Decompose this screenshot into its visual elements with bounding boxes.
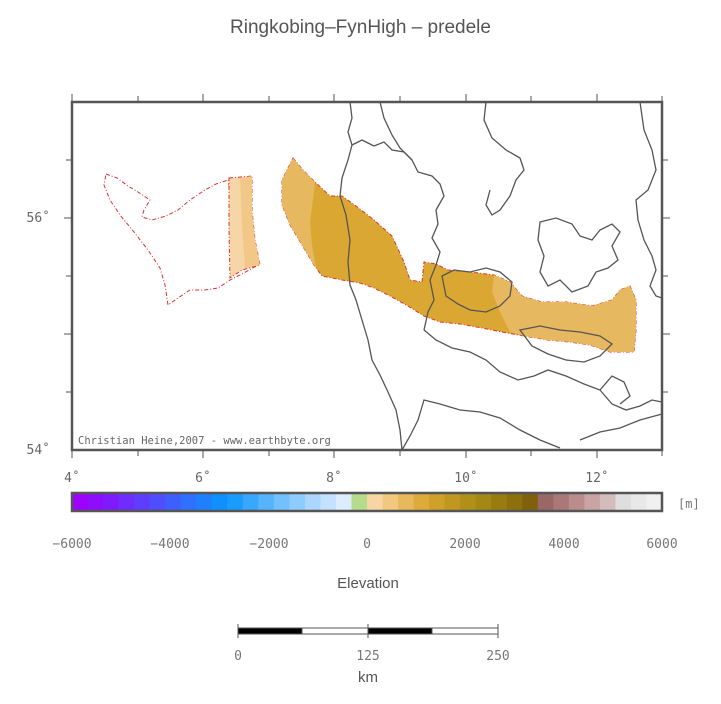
coastline-jutland-west <box>339 101 403 451</box>
basin-polygons <box>103 157 637 353</box>
credit-text: Christian Heine,2007 - www.earthbyte.org <box>78 435 331 447</box>
colorbar-swatch <box>149 493 166 511</box>
scale-label-125: 125 <box>356 649 379 664</box>
scale-label-250: 250 <box>486 649 509 664</box>
coastline-elbe <box>401 399 561 451</box>
map-title: Ringkobing–FynHigh – predele <box>230 17 491 38</box>
colorbar-swatch <box>429 493 446 511</box>
colorbar-swatch <box>522 493 539 511</box>
colorbar-swatch <box>242 493 259 511</box>
colorbar-swatch <box>568 493 585 511</box>
scale-segment <box>238 628 302 634</box>
colorbar-swatch <box>196 493 213 511</box>
colorbar-swatch <box>460 493 477 511</box>
colorbar-tick-label: 2000 <box>449 537 480 552</box>
coastline-sweden <box>635 101 663 299</box>
map-panel: Christian Heine,2007 - www.earthbyte.org <box>64 94 670 458</box>
frame-ticks <box>64 94 670 458</box>
colorbar-tick-label: 4000 <box>548 537 579 552</box>
basin-main-band-west-shade <box>282 158 322 276</box>
colorbar-swatch <box>165 493 182 511</box>
colorbar-swatch <box>413 493 430 511</box>
colorbar-ticks: −6000 −4000 −2000 0 2000 4000 6000 <box>52 537 677 552</box>
colorbar-swatch <box>118 493 135 511</box>
colorbar-tick-label: 6000 <box>646 537 677 552</box>
scale-segment <box>368 628 432 634</box>
colorbar-swatch <box>227 493 244 511</box>
colorbar-swatch <box>335 493 353 511</box>
colorbar-swatch <box>304 493 322 511</box>
lon-label-12: 12˚ <box>585 470 608 486</box>
colorbar-swatch <box>382 493 399 511</box>
coastline-jutland-east <box>379 101 445 331</box>
coastline-rugen <box>599 375 631 405</box>
coastline-kattegat <box>483 101 525 216</box>
basin-outline-west <box>103 173 259 306</box>
colorbar-swatch <box>320 493 337 511</box>
colorbar-swatch <box>289 493 306 511</box>
lon-label-10: 10˚ <box>454 470 477 486</box>
coastline-limfjord <box>351 139 413 161</box>
scale-bar <box>237 624 499 638</box>
colorbar <box>72 493 663 511</box>
colorbar-swatch <box>72 493 89 511</box>
lat-labels: 56˚ 54˚ <box>27 210 50 458</box>
colorbar-swatch <box>584 493 601 511</box>
colorbar-swatch <box>646 493 663 511</box>
scale-labels: 0 125 250 <box>234 649 510 664</box>
colorbar-tick-label: −6000 <box>52 537 91 552</box>
lon-labels: 4˚ 6˚ 8˚ 10˚ 12˚ <box>64 470 609 486</box>
colorbar-swatch <box>134 493 151 511</box>
colorbar-swatch <box>537 493 554 511</box>
lat-label-54: 54˚ <box>27 442 50 458</box>
scale-label-0: 0 <box>234 649 242 664</box>
coastline-zealand <box>537 217 621 293</box>
coastline-funen <box>441 267 513 313</box>
colorbar-swatch <box>599 493 617 511</box>
colorbar-swatch <box>258 493 275 511</box>
colorbar-swatch <box>553 493 570 511</box>
colorbar-swatch <box>475 493 492 511</box>
coastline-germany <box>423 329 663 411</box>
colorbar-swatch <box>615 493 632 511</box>
colorbar-frame <box>70 491 664 513</box>
colorbar-tick-label: 0 <box>363 537 371 552</box>
lat-label-56: 56˚ <box>27 210 50 226</box>
scale-unit: km <box>358 669 378 686</box>
colorbar-swatch <box>103 493 120 511</box>
lon-label-8: 8˚ <box>326 470 342 486</box>
colorbar-swatch <box>506 493 523 511</box>
coastlines <box>339 101 663 451</box>
coastline-poland <box>579 413 663 441</box>
colorbar-swatch <box>491 493 508 511</box>
colorbar-title: Elevation <box>337 575 399 592</box>
colorbar-tick-label: −4000 <box>150 537 189 552</box>
colorbar-swatch <box>351 493 368 511</box>
colorbar-swatch <box>444 493 461 511</box>
colorbar-swatch <box>87 493 104 511</box>
colorbar-unit: [m] <box>678 497 700 511</box>
basin-main-band-east-shade <box>492 275 636 352</box>
lon-label-6: 6˚ <box>195 470 211 486</box>
coastline-lolland <box>518 325 614 363</box>
colorbar-swatch <box>367 493 384 511</box>
lon-label-4: 4˚ <box>64 470 80 486</box>
basin-light-strip-shade <box>240 176 260 268</box>
scale-segment <box>301 627 369 635</box>
scale-segment <box>431 627 499 635</box>
colorbar-swatch <box>180 493 197 511</box>
colorbar-tick-label: −2000 <box>249 537 288 552</box>
colorbar-swatch <box>211 493 228 511</box>
colorbar-swatch <box>273 493 290 511</box>
colorbar-swatch <box>630 493 648 511</box>
colorbar-swatch <box>398 493 415 511</box>
